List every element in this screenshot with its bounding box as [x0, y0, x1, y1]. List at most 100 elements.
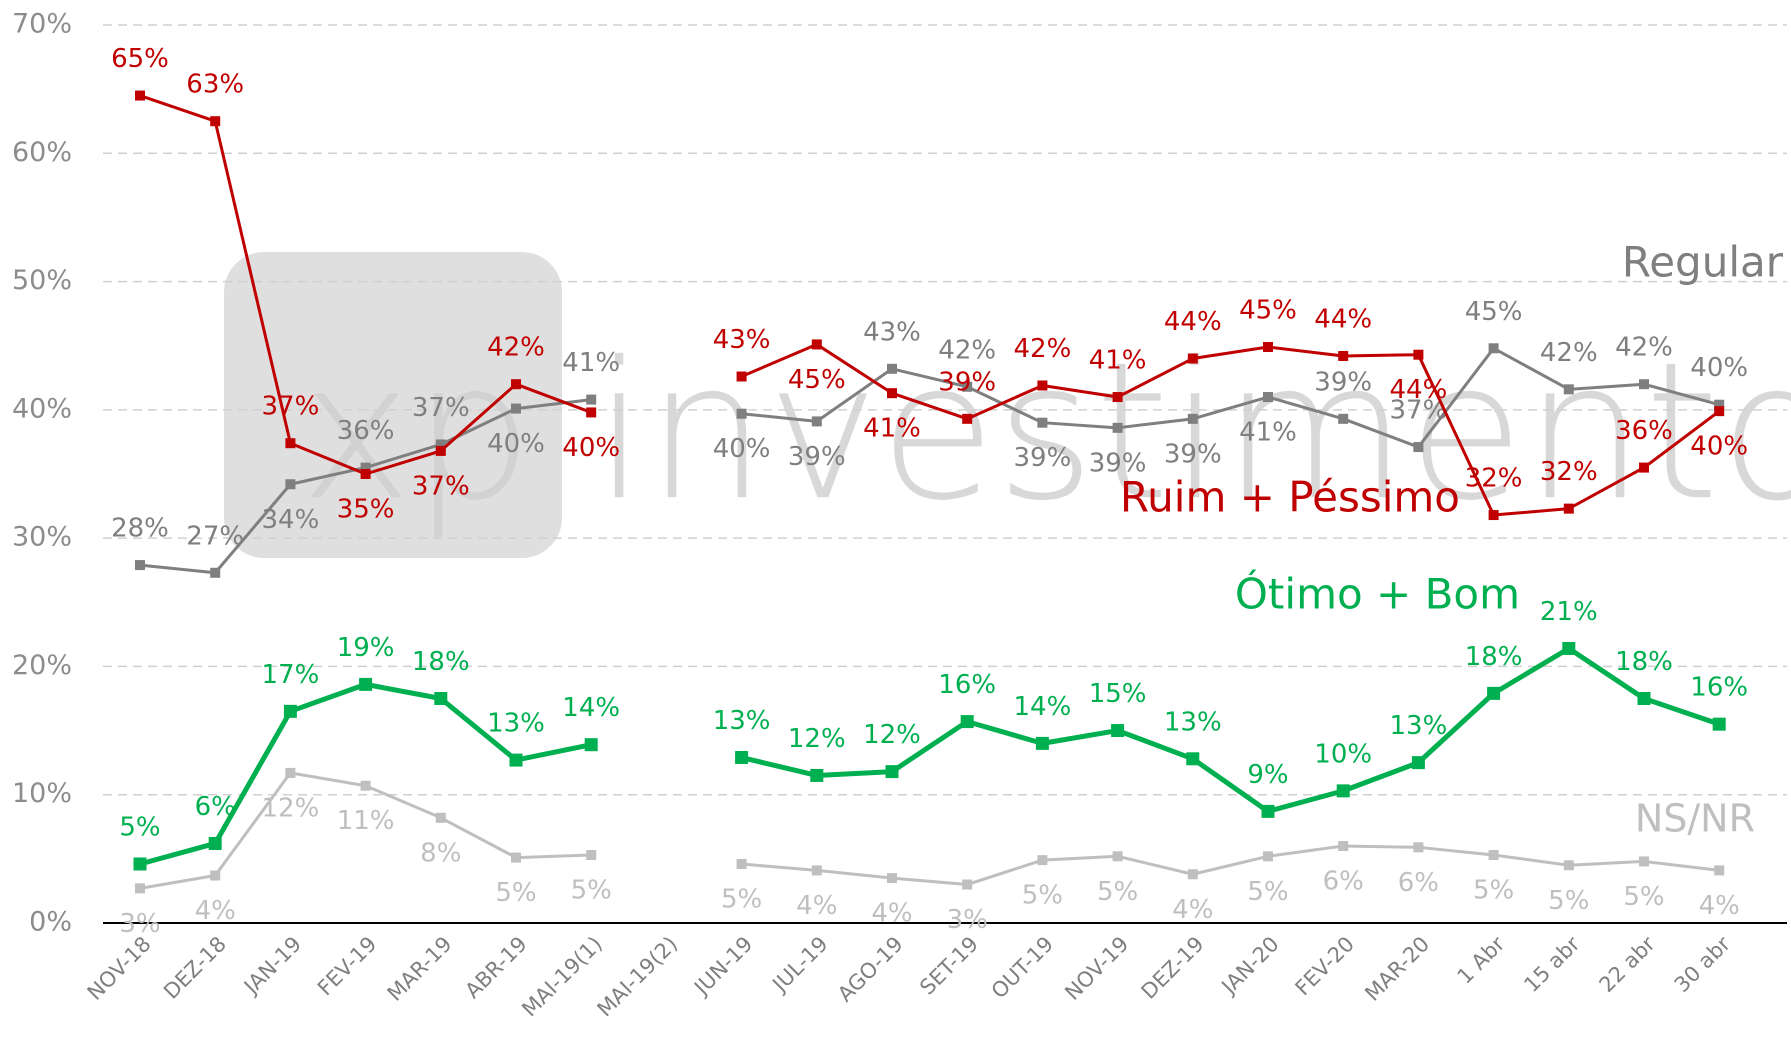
marker [1639, 462, 1649, 473]
data-label: 13% [487, 709, 545, 739]
data-label: 42% [1014, 334, 1072, 364]
marker [511, 379, 521, 390]
data-label: 5% [1548, 886, 1589, 916]
x-tick-label: JAN-19 [238, 932, 306, 1000]
marker [1712, 717, 1726, 731]
data-label: 44% [1390, 375, 1448, 405]
data-label: 37% [412, 393, 470, 423]
marker [1714, 406, 1725, 417]
y-tick-label: 10% [12, 778, 72, 809]
data-label: 5% [1097, 877, 1138, 907]
data-label: 6% [1398, 868, 1439, 898]
x-tick-label: MAR-19 [383, 932, 457, 1006]
series-label: NS/NR [1635, 797, 1755, 841]
series-line [741, 645, 1721, 814]
x-tick-label: DEZ-18 [159, 932, 231, 1004]
marker [887, 873, 897, 884]
marker [811, 865, 822, 876]
data-label: 42% [1615, 333, 1673, 363]
marker [435, 812, 446, 823]
marker [283, 704, 297, 718]
series-label: Regular [1622, 238, 1784, 287]
data-label: 37% [262, 392, 320, 422]
data-label: 34% [262, 505, 320, 535]
marker [208, 836, 222, 850]
data-label: 36% [337, 416, 395, 446]
marker [962, 381, 973, 392]
data-label: 12% [788, 724, 846, 754]
data-label: 43% [713, 325, 771, 355]
data-label: 13% [1164, 707, 1222, 737]
marker [1487, 686, 1501, 700]
marker [1338, 350, 1349, 361]
data-label: 9% [1247, 760, 1288, 790]
y-tick-label: 50% [12, 265, 72, 296]
x-tick-label: MAR-20 [1360, 932, 1434, 1006]
data-label: 3% [119, 909, 160, 939]
data-label: 40% [562, 433, 620, 463]
x-tick-label: SET-19 [915, 932, 983, 1000]
marker [1411, 756, 1425, 770]
marker [1413, 442, 1424, 453]
data-label: 44% [1314, 304, 1372, 334]
data-label: 41% [562, 348, 620, 378]
marker [1714, 399, 1725, 410]
marker [1639, 379, 1649, 390]
series-label: Ruim + Péssimo [1120, 473, 1460, 522]
marker [1413, 842, 1424, 853]
marker [435, 445, 446, 456]
data-label: 8% [420, 838, 461, 868]
data-label: 4% [1172, 895, 1213, 925]
data-label: 13% [1390, 711, 1448, 741]
x-tick-label: NOV-19 [1060, 932, 1133, 1005]
data-label: 45% [1465, 297, 1523, 327]
data-label: 5% [1022, 881, 1063, 911]
data-label: 18% [1465, 642, 1523, 672]
data-label: 5% [571, 876, 612, 906]
x-tick-label: JUL-19 [767, 932, 833, 998]
data-label: 40% [1690, 353, 1748, 383]
data-label: 4% [1699, 891, 1740, 921]
data-label: 11% [337, 806, 395, 836]
marker [1488, 510, 1499, 521]
x-tick-label: MAI-19(1) [517, 932, 607, 1022]
marker [811, 416, 822, 427]
marker [885, 765, 899, 779]
data-label: 39% [1014, 443, 1072, 473]
marker [1263, 392, 1273, 403]
data-label: 32% [1540, 457, 1598, 487]
marker [1186, 752, 1200, 766]
marker [1187, 413, 1198, 424]
data-label: 27% [186, 521, 244, 551]
data-label: 37% [1390, 396, 1448, 426]
x-tick-label: DEZ-19 [1137, 932, 1209, 1004]
marker [1112, 392, 1123, 403]
x-tick-label: 22 abr [1595, 932, 1660, 997]
data-label: 5% [721, 884, 762, 914]
marker [1112, 422, 1123, 433]
data-label: 28% [111, 514, 169, 544]
marker [1035, 736, 1049, 750]
data-label: 39% [938, 367, 996, 397]
data-label: 45% [788, 365, 846, 395]
marker [736, 858, 747, 869]
x-tick-label: 1 Abr [1453, 932, 1510, 989]
series-label: Ótimo + Bom [1235, 569, 1520, 619]
data-label: 6% [1323, 867, 1364, 897]
marker [1261, 804, 1275, 818]
marker [1187, 353, 1198, 364]
marker [1037, 855, 1048, 866]
marker [360, 780, 371, 791]
x-tick-label: NOV-18 [83, 932, 156, 1005]
marker [1112, 851, 1123, 862]
data-label: 21% [1540, 597, 1598, 627]
x-tick-label: JUN-19 [688, 932, 757, 1001]
data-label: 44% [1164, 307, 1222, 337]
marker [584, 738, 598, 752]
marker [285, 438, 296, 449]
data-label: 4% [796, 891, 837, 921]
data-label: 36% [1615, 416, 1673, 446]
y-tick-label: 30% [12, 522, 72, 553]
data-label: 37% [412, 471, 470, 501]
marker [1563, 503, 1574, 514]
